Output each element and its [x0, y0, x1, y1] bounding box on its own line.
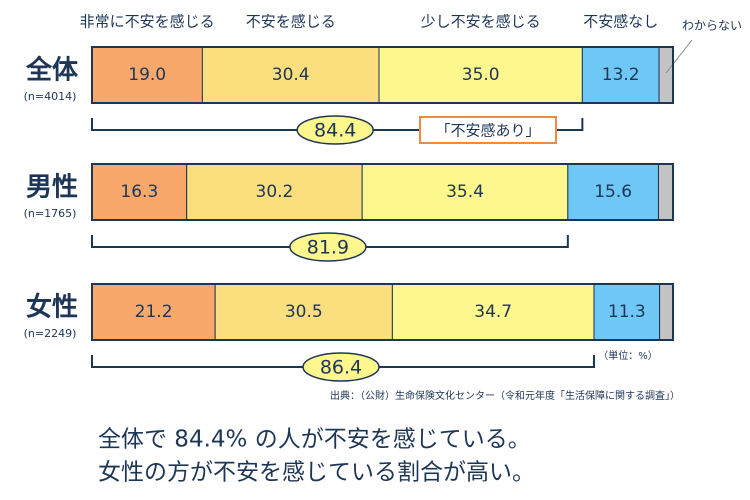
category-label: 全体 — [25, 55, 79, 86]
total-note: 「不安感あり」 — [435, 122, 540, 140]
note-box — [419, 116, 557, 144]
legend-label: 非常に不安を感じる — [80, 13, 215, 31]
category-label: 女性 — [26, 292, 78, 323]
legend-label: わからない — [682, 19, 742, 33]
legend-label: 少し不安を感じる — [421, 13, 541, 31]
bar-segment — [201, 46, 380, 104]
value-label: 30.5 — [285, 302, 323, 322]
legend-label: 不安感なし — [583, 13, 658, 31]
category-label: 男性 — [26, 173, 78, 203]
conclusion: 全体で 84.4% の人が不安を感じている。 — [98, 427, 531, 453]
value-label: 35.0 — [462, 65, 500, 85]
value-label: 21.2 — [135, 302, 173, 322]
bar-segment — [593, 283, 661, 341]
bar-segment — [391, 283, 595, 341]
value-label: 16.3 — [120, 182, 158, 202]
total-label: 84.4 — [314, 120, 356, 142]
bar-segment — [361, 163, 569, 221]
value-label: 30.2 — [256, 182, 294, 202]
sample-size: (n=4014) — [24, 90, 77, 103]
value-label: 34.7 — [474, 302, 512, 322]
bar-segment — [659, 283, 674, 341]
bar-outline — [91, 163, 674, 221]
bar-segment — [581, 46, 660, 104]
conclusion: 女性の方が不安を感じている割合が高い。 — [98, 460, 535, 486]
value-label: 13.2 — [602, 65, 640, 85]
legend-label: 不安を感じる — [246, 13, 336, 31]
value-label: 11.3 — [608, 302, 646, 322]
bar-segment — [658, 46, 674, 104]
bar-outline — [91, 283, 674, 341]
bar-segment — [91, 283, 216, 341]
unit-note: （単位：%） — [598, 349, 658, 362]
total-badge — [296, 115, 374, 145]
value-label: 35.4 — [446, 182, 484, 202]
bar-segment — [214, 283, 393, 341]
value-label: 30.4 — [272, 65, 310, 85]
bar-outline — [91, 46, 674, 104]
bar-segment — [657, 163, 674, 221]
total-label: 81.9 — [307, 237, 349, 259]
sample-size: (n=2249) — [24, 327, 77, 340]
total-badge — [289, 232, 367, 262]
bar-segment — [91, 163, 188, 221]
sample-size: (n=1765) — [24, 207, 77, 220]
bar-segment — [91, 46, 203, 104]
leader-line — [665, 39, 693, 74]
total-label: 86.4 — [320, 357, 362, 379]
source: 出典：（公財）生命保険文化センター（令和元年度「生活保障に関する調査」） — [330, 389, 680, 402]
value-label: 19.0 — [128, 65, 166, 85]
total-badge — [302, 352, 380, 382]
value-label: 15.6 — [594, 182, 632, 202]
